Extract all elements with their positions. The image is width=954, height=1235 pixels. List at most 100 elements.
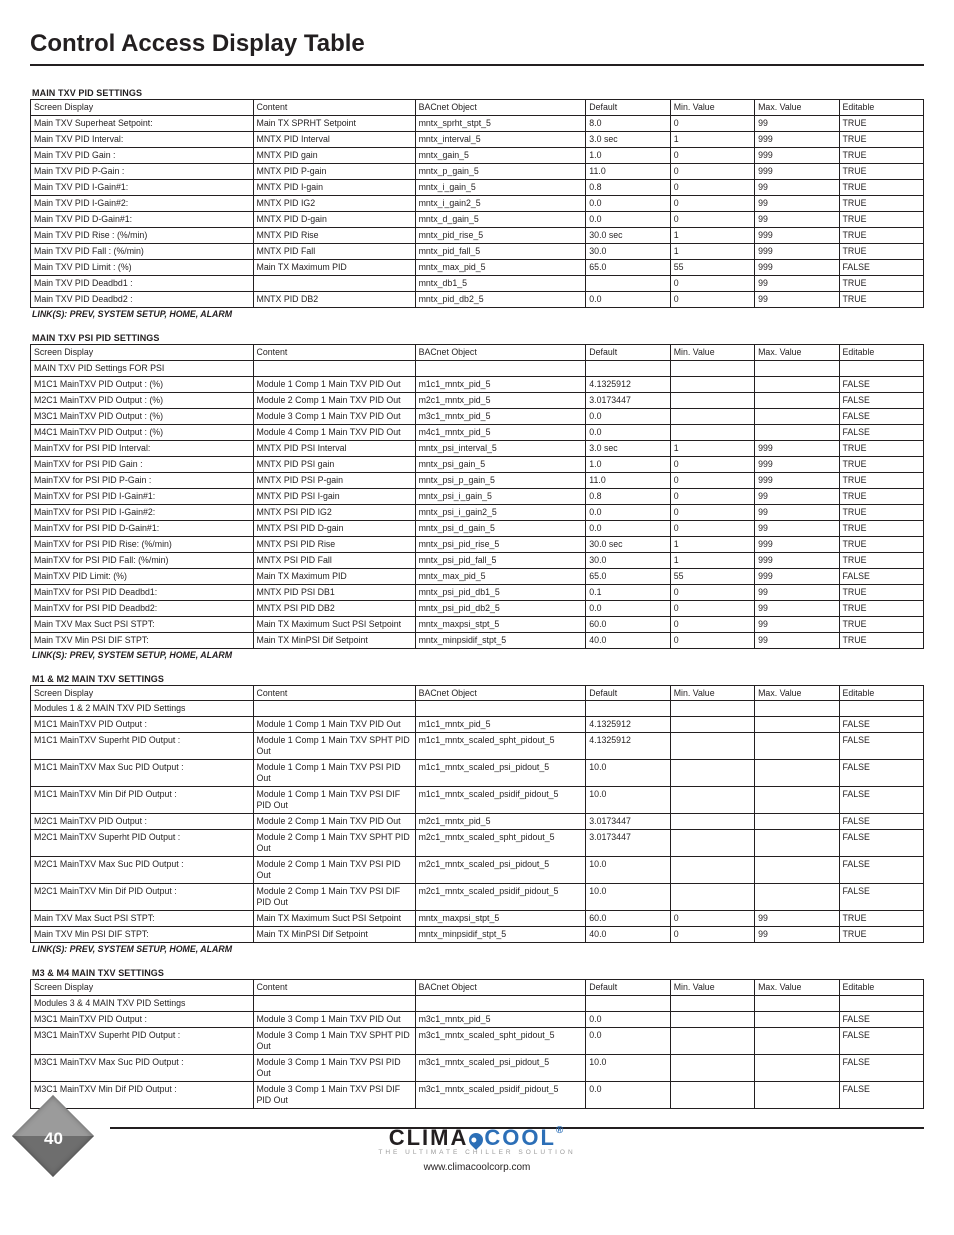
table-cell: 4.1325912 — [586, 376, 670, 392]
page-number: 40 — [44, 1129, 63, 1149]
table-cell: m3c1_mntx_scaled_psidif_pidout_5 — [415, 1082, 586, 1109]
table-cell: Main TX MinPSI Dif Setpoint — [253, 927, 415, 943]
table-cell: mntx_maxpsi_stpt_5 — [415, 911, 586, 927]
table-cell — [755, 1028, 839, 1055]
table-cell — [755, 376, 839, 392]
table-cell: 99 — [755, 520, 839, 536]
table-cell: M1C1 MainTXV Max Suc PID Output : — [31, 760, 254, 787]
table-cell: TRUE — [839, 927, 924, 943]
table-cell: 1.0 — [586, 147, 670, 163]
table-cell — [670, 830, 754, 857]
table-cell: 30.0 — [586, 552, 670, 568]
table-cell — [670, 787, 754, 814]
table-cell: TRUE — [839, 115, 924, 131]
table-cell: 999 — [755, 440, 839, 456]
table-row: Main TXV PID P-Gain :MNTX PID P-gainmntx… — [31, 163, 924, 179]
table-cell: 1 — [670, 440, 754, 456]
table-cell: mntx_maxpsi_stpt_5 — [415, 616, 586, 632]
table-cell: 0 — [670, 195, 754, 211]
table-cell: TRUE — [839, 584, 924, 600]
table-cell: 999 — [755, 536, 839, 552]
table-cell: 0 — [670, 488, 754, 504]
table-cell: Module 3 Comp 1 Main TXV PID Out — [253, 1012, 415, 1028]
table-cell: FALSE — [839, 1055, 924, 1082]
table-cell: m3c1_mntx_scaled_spht_pidout_5 — [415, 1028, 586, 1055]
table-cell: 8.0 — [586, 115, 670, 131]
table-cell: Module 1 Comp 1 Main TXV PSI DIF PID Out — [253, 787, 415, 814]
col-header: Min. Value — [670, 980, 754, 996]
table-cell: 99 — [755, 275, 839, 291]
table-cell: M2C1 MainTXV PID Output : — [31, 814, 254, 830]
table-cell: 99 — [755, 179, 839, 195]
table-cell: MainTXV PID Limit: (%) — [31, 568, 254, 584]
table-row: Modules 3 & 4 MAIN TXV PID Settings — [31, 996, 924, 1012]
table-cell: M2C1 MainTXV Max Suc PID Output : — [31, 857, 254, 884]
table-cell: M2C1 MainTXV Min Dif PID Output : — [31, 884, 254, 911]
table-cell: Module 4 Comp 1 Main TXV PID Out — [253, 424, 415, 440]
table-cell: Main TXV PID I-Gain#1: — [31, 179, 254, 195]
table-cell: 0.8 — [586, 179, 670, 195]
table-cell: mntx_psi_interval_5 — [415, 440, 586, 456]
table-row: M2C1 MainTXV Max Suc PID Output :Module … — [31, 857, 924, 884]
table-cell: Main TXV PID Deadbd2 : — [31, 291, 254, 307]
table-cell: 99 — [755, 211, 839, 227]
table-cell: MNTX PID PSI P-gain — [253, 472, 415, 488]
table-row: Main TXV PID Fall : (%/min)MNTX PID Fall… — [31, 243, 924, 259]
table-cell: TRUE — [839, 195, 924, 211]
table-cell: mntx_psi_p_gain_5 — [415, 472, 586, 488]
table-cell: 0.0 — [586, 408, 670, 424]
table-cell: 30.0 sec — [586, 536, 670, 552]
table-cell: FALSE — [839, 760, 924, 787]
table-cell: MNTX PID I-gain — [253, 179, 415, 195]
table-cell: 65.0 — [586, 259, 670, 275]
table-cell — [755, 360, 839, 376]
table-cell: 0 — [670, 291, 754, 307]
table-title: MAIN TXV PSI PID SETTINGS — [32, 333, 924, 343]
table-cell: mntx_interval_5 — [415, 131, 586, 147]
table-cell: FALSE — [839, 857, 924, 884]
table-cell: TRUE — [839, 456, 924, 472]
table-cell: M2C1 MainTXV PID Output : (%) — [31, 392, 254, 408]
col-header: BACnet Object — [415, 980, 586, 996]
page-footer: 40 CLIMACOOL® THE ULTIMATE CHILLER SOLUT… — [30, 1127, 924, 1173]
table-cell: 1 — [670, 536, 754, 552]
table-cell — [253, 996, 415, 1012]
table-cell: m2c1_mntx_scaled_psi_pidout_5 — [415, 857, 586, 884]
table-cell — [586, 275, 670, 291]
table-cell: MNTX PID P-gain — [253, 163, 415, 179]
table-cell: 60.0 — [586, 616, 670, 632]
col-header: Min. Value — [670, 685, 754, 701]
table-cell: MainTXV for PSI PID Gain : — [31, 456, 254, 472]
table-cell: TRUE — [839, 632, 924, 648]
table-cell: mntx_minpsidif_stpt_5 — [415, 927, 586, 943]
col-header: Default — [586, 100, 670, 116]
table-cell: 0.0 — [586, 600, 670, 616]
tables-host: MAIN TXV PID SETTINGSScreen DisplayConte… — [30, 88, 924, 1109]
table-cell — [839, 996, 924, 1012]
table-cell: TRUE — [839, 504, 924, 520]
table-cell: FALSE — [839, 1028, 924, 1055]
table-row: MainTXV for PSI PID Deadbd2:MNTX PSI PID… — [31, 600, 924, 616]
table-cell — [670, 1055, 754, 1082]
table-cell: 0 — [670, 632, 754, 648]
table-row: Main TXV Superheat Setpoint:Main TX SPRH… — [31, 115, 924, 131]
table-cell: Main TXV PID Deadbd1 : — [31, 275, 254, 291]
table-row: Main TXV PID Rise : (%/min)MNTX PID Rise… — [31, 227, 924, 243]
table-cell: mntx_sprht_stpt_5 — [415, 115, 586, 131]
table-row: M1C1 MainTXV Min Dif PID Output :Module … — [31, 787, 924, 814]
table-cell: mntx_psi_pid_rise_5 — [415, 536, 586, 552]
table-cell: M1C1 MainTXV PID Output : — [31, 717, 254, 733]
table-cell: Main TX MinPSI Dif Setpoint — [253, 632, 415, 648]
table-cell: M3C1 MainTXV PID Output : — [31, 1012, 254, 1028]
table-cell: TRUE — [839, 472, 924, 488]
table-cell: mntx_psi_pid_db1_5 — [415, 584, 586, 600]
table-row: M3C1 MainTXV PID Output :Module 3 Comp 1… — [31, 1012, 924, 1028]
col-header: Editable — [839, 685, 924, 701]
table-link-note: LINK(S): PREV, SYSTEM SETUP, HOME, ALARM — [32, 309, 924, 319]
col-header: Min. Value — [670, 344, 754, 360]
col-header: Max. Value — [755, 100, 839, 116]
col-header: Screen Display — [31, 344, 254, 360]
table-cell: 10.0 — [586, 884, 670, 911]
table-cell — [415, 360, 586, 376]
table-cell: 10.0 — [586, 1055, 670, 1082]
